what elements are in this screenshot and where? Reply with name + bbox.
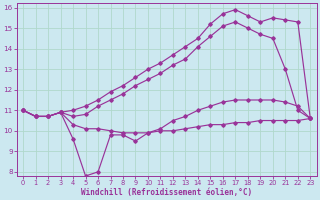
X-axis label: Windchill (Refroidissement éolien,°C): Windchill (Refroidissement éolien,°C) [81,188,252,197]
